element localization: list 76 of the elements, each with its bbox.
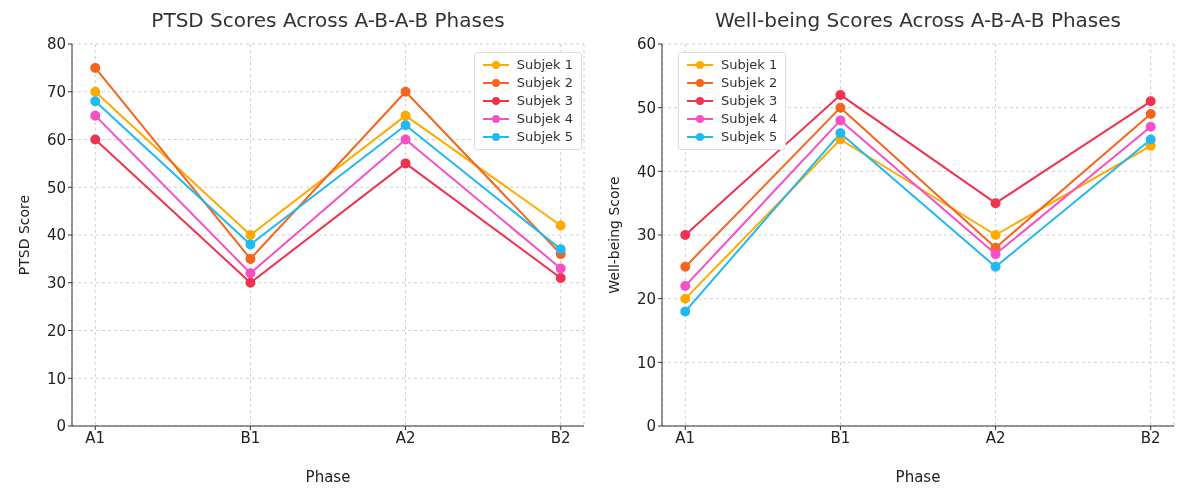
y-tick-label: 10 <box>636 353 656 372</box>
point <box>400 110 411 121</box>
point <box>1145 96 1156 107</box>
y-tick-label: 60 <box>46 130 66 149</box>
point <box>400 134 411 145</box>
y-tick-label: 40 <box>46 226 66 245</box>
y-tick-label: 50 <box>46 178 66 197</box>
point <box>555 263 566 274</box>
point <box>1145 134 1156 145</box>
point <box>90 62 101 73</box>
point <box>555 272 566 283</box>
y-tick-label: 30 <box>636 226 656 245</box>
y-axis-title: PTSD Score <box>15 194 32 276</box>
point <box>680 293 691 304</box>
point <box>680 230 691 240</box>
point <box>245 268 256 279</box>
y-tick-label: 80 <box>46 35 66 54</box>
legend-label: Subjek 2 <box>516 74 573 92</box>
legend-label: Subjek 1 <box>516 56 573 74</box>
x-tick-label: B2 <box>550 428 571 447</box>
chart-title: PTSD Scores Across A-B-A-B Phases <box>150 8 506 34</box>
point <box>835 128 846 139</box>
legend-label: Subjek 4 <box>516 110 573 128</box>
point <box>990 261 1001 272</box>
point <box>90 96 101 107</box>
point <box>835 115 846 126</box>
y-tick-label: 0 <box>646 417 656 436</box>
y-tick-label: 50 <box>636 98 656 117</box>
point <box>245 239 256 250</box>
legend-label: Subjek 3 <box>721 92 778 110</box>
legend-label: Subjek 5 <box>721 128 778 146</box>
y-tick-label: 0 <box>56 417 66 436</box>
x-axis-title: Phase <box>895 468 941 486</box>
y-axis-title: Well-being Score <box>605 176 622 294</box>
point <box>680 280 691 291</box>
legend-label: Subjek 2 <box>721 74 778 92</box>
point <box>990 249 1001 260</box>
x-tick-label: B1 <box>830 428 851 447</box>
legend-label: Subjek 5 <box>516 128 573 146</box>
x-tick-label: A1 <box>85 428 106 447</box>
point <box>990 230 1001 240</box>
y-tick-label: 70 <box>46 83 66 102</box>
point <box>555 244 566 255</box>
legend-label: Subjek 4 <box>721 110 778 128</box>
point <box>1145 109 1156 120</box>
x-tick-label: B2 <box>1140 428 1161 447</box>
legend-label: Subjek 1 <box>721 56 778 74</box>
point <box>400 120 411 131</box>
x-tick-label: A1 <box>675 428 696 447</box>
y-tick-label: 20 <box>636 289 656 308</box>
point <box>400 158 411 169</box>
point <box>1145 121 1156 132</box>
y-tick-label: 60 <box>636 35 656 54</box>
point <box>555 220 566 231</box>
point <box>835 102 846 113</box>
chart-title: Well-being Scores Across A-B-A-B Phases <box>713 8 1123 34</box>
y-tick-label: 10 <box>46 369 66 388</box>
y-tick-label: 40 <box>636 162 656 181</box>
point <box>245 230 256 240</box>
point <box>400 86 411 97</box>
x-tick-label: A2 <box>985 428 1006 447</box>
point <box>90 110 101 121</box>
point <box>245 277 256 288</box>
point <box>680 306 691 317</box>
legend-label: Subjek 3 <box>516 92 573 110</box>
x-tick-label: B1 <box>240 428 261 447</box>
y-tick-label: 30 <box>46 274 66 293</box>
point <box>90 86 101 97</box>
y-tick-label: 20 <box>46 321 66 340</box>
point <box>90 134 101 145</box>
x-axis-title: Phase <box>305 468 351 486</box>
point <box>835 89 846 100</box>
point <box>990 198 1001 209</box>
point <box>245 253 256 264</box>
point <box>680 261 691 272</box>
x-tick-label: A2 <box>395 428 416 447</box>
